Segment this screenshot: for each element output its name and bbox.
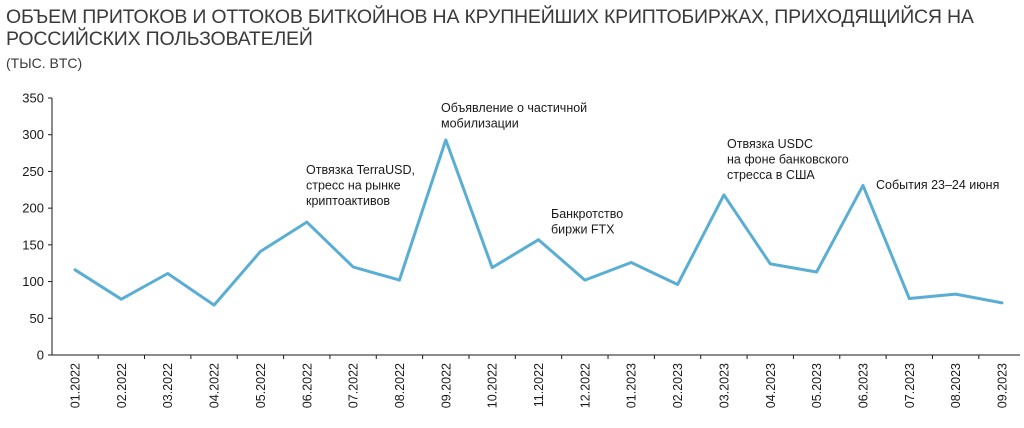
x-tick-label: 09.2022 [439,363,453,408]
y-tick-label: 0 [37,348,44,363]
annotation-text: События 23–24 июня [876,178,999,192]
x-tick-label: 05.2022 [254,363,268,408]
x-tick-label: 08.2022 [393,363,407,408]
x-tick-label: 11.2022 [532,363,546,407]
annotation-text: мобилизации [441,117,519,131]
y-tick-label: 50 [30,311,44,326]
x-tick-label: 03.2023 [717,363,731,408]
x-tick-label: 09.2023 [996,363,1010,408]
x-tick-label: 10.2022 [486,363,500,408]
y-tick-label: 250 [22,164,44,179]
x-tick-label: 02.2022 [115,363,129,408]
annotation-text: Объявление о частичной [441,101,587,115]
y-tick-label: 100 [22,274,44,289]
x-tick-label: 04.2023 [764,363,778,408]
x-tick-label: 01.2023 [625,363,639,408]
annotation-text: криптоактивов [306,194,390,208]
x-tick-label: 05.2023 [810,363,824,408]
annotation-text: стресса в США [727,168,815,182]
y-tick-label: 300 [22,127,44,142]
annotation-text: на фоне банковского [727,153,849,167]
y-tick-label: 150 [22,237,44,252]
annotation-text: Отвязка USDC [727,137,813,151]
x-tick-label: 04.2022 [208,363,222,408]
x-tick-label: 06.2022 [300,363,314,408]
x-tick-label: 07.2023 [903,363,917,408]
y-tick-label: 200 [22,201,44,216]
x-tick-label: 12.2022 [578,363,592,408]
annotation-text: стресс на рынке [306,179,401,193]
chart-title: ОБЪЕМ ПРИТОКОВ И ОТТОКОВ БИТКОЙНОВ НА КР… [6,6,974,50]
x-tick-label: 03.2022 [161,363,175,408]
y-tick-label: 350 [22,91,44,106]
annotation-text: Отвязка TerraUSD, [306,163,415,177]
x-tick-label: 06.2023 [856,363,870,408]
x-tick-label: 02.2023 [671,363,685,408]
series-line [73,138,1004,307]
chart-subtitle: (ТЫС. BTC) [6,55,83,71]
annotation-text: биржи FTX [551,223,615,237]
x-tick-label: 08.2023 [949,363,963,408]
x-tick-label: 01.2022 [69,363,83,408]
x-tick-label: 07.2022 [347,363,361,408]
annotation-text: Банкротство [551,207,623,221]
